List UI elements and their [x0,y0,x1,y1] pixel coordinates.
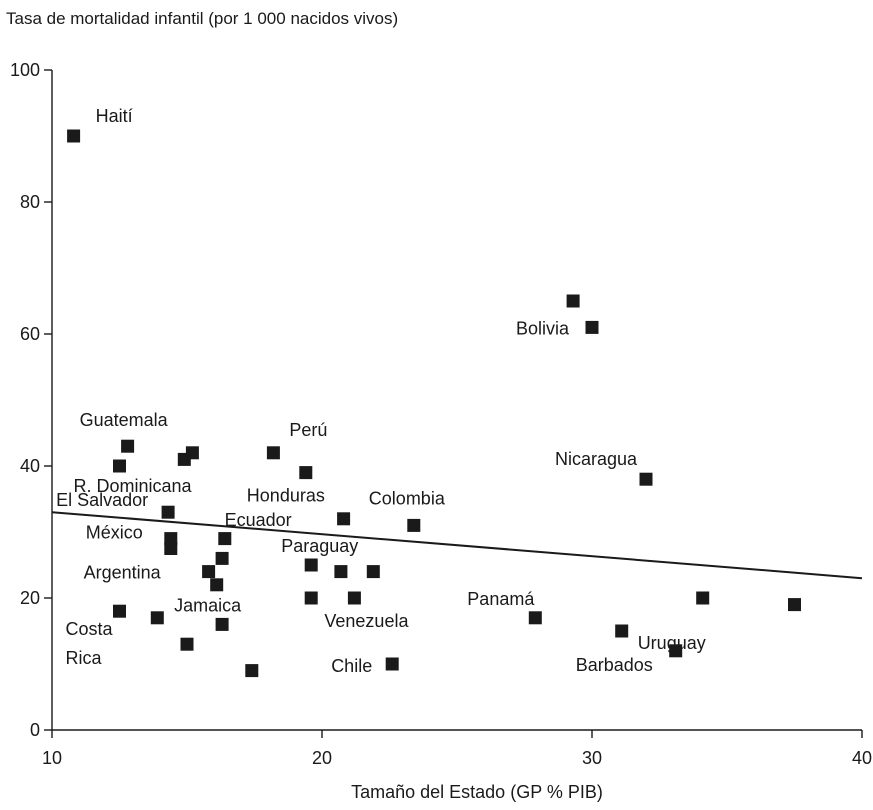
data-point [788,598,801,612]
x-tick-label: 30 [582,748,602,768]
data-point [266,446,280,460]
x-tick-label: 40 [852,748,872,768]
point-label: Uruguay [638,633,706,653]
point-label: R. Dominicana [74,476,193,496]
chart-title: Tasa de mortalidad infantil (por 1 000 n… [6,9,398,28]
data-point [528,611,542,625]
point-label: Argentina [84,563,162,583]
data-point [696,591,710,605]
data-point [334,565,348,579]
data-point [121,439,135,453]
data-point [366,565,380,579]
y-tick-label: 0 [30,720,40,740]
y-tick-label: 60 [20,324,40,344]
point-label: Costa Rica [66,619,114,668]
data-point [407,518,421,532]
point-label: Honduras [247,486,325,506]
point-label: Barbados [576,655,653,675]
point-label: Haití [96,106,133,126]
y-tick-label: 20 [20,588,40,608]
point-label: Nicaragua [555,449,638,469]
data-point [150,611,164,625]
data-point [215,551,229,565]
point-label: Colombia [369,488,446,508]
data-point [615,624,629,638]
point-label: Perú [289,420,327,440]
data-point [202,565,216,579]
point-label: Chile [331,656,372,676]
data-point [113,459,126,473]
point-label: Venezuela [324,611,409,631]
data-point [347,591,361,605]
data-point [218,532,232,546]
data-point [245,664,259,678]
point-label: Jamaica [174,595,242,615]
point-label: México [86,523,143,543]
point-label: Ecuador [225,510,292,530]
data-point [67,129,81,143]
data-point [585,320,599,334]
point-label: Bolivia [516,318,570,338]
data-point [161,505,175,519]
trend-line [51,511,863,580]
data-point [385,657,399,671]
y-tick-label: 40 [20,456,40,476]
x-axis-label: Tamaño del Estado (GP % PIB) [351,782,603,802]
data-point [639,472,653,486]
data-point [113,604,126,618]
point-label: Paraguay [281,536,358,556]
data-points [67,129,801,678]
y-tick-label: 100 [10,60,40,80]
x-tick-label: 10 [42,748,62,768]
data-point [566,294,580,308]
data-point [337,512,351,526]
point-label: Panamá [467,589,535,609]
point-label: El Salvador [56,490,148,510]
data-point [164,532,178,546]
data-point [669,644,683,658]
data-point [215,617,229,631]
point-label: Guatemala [80,410,169,430]
x-tick-label: 20 [312,748,332,768]
data-point [180,637,194,651]
data-point [299,466,313,480]
data-point [210,578,224,592]
data-point [304,558,318,572]
axis-ticks: 0 20 40 60 80 100 10 20 30 40 [10,60,872,768]
data-point [164,542,178,555]
y-tick-label: 80 [20,192,40,212]
data-point [185,446,199,460]
data-point [304,591,318,605]
